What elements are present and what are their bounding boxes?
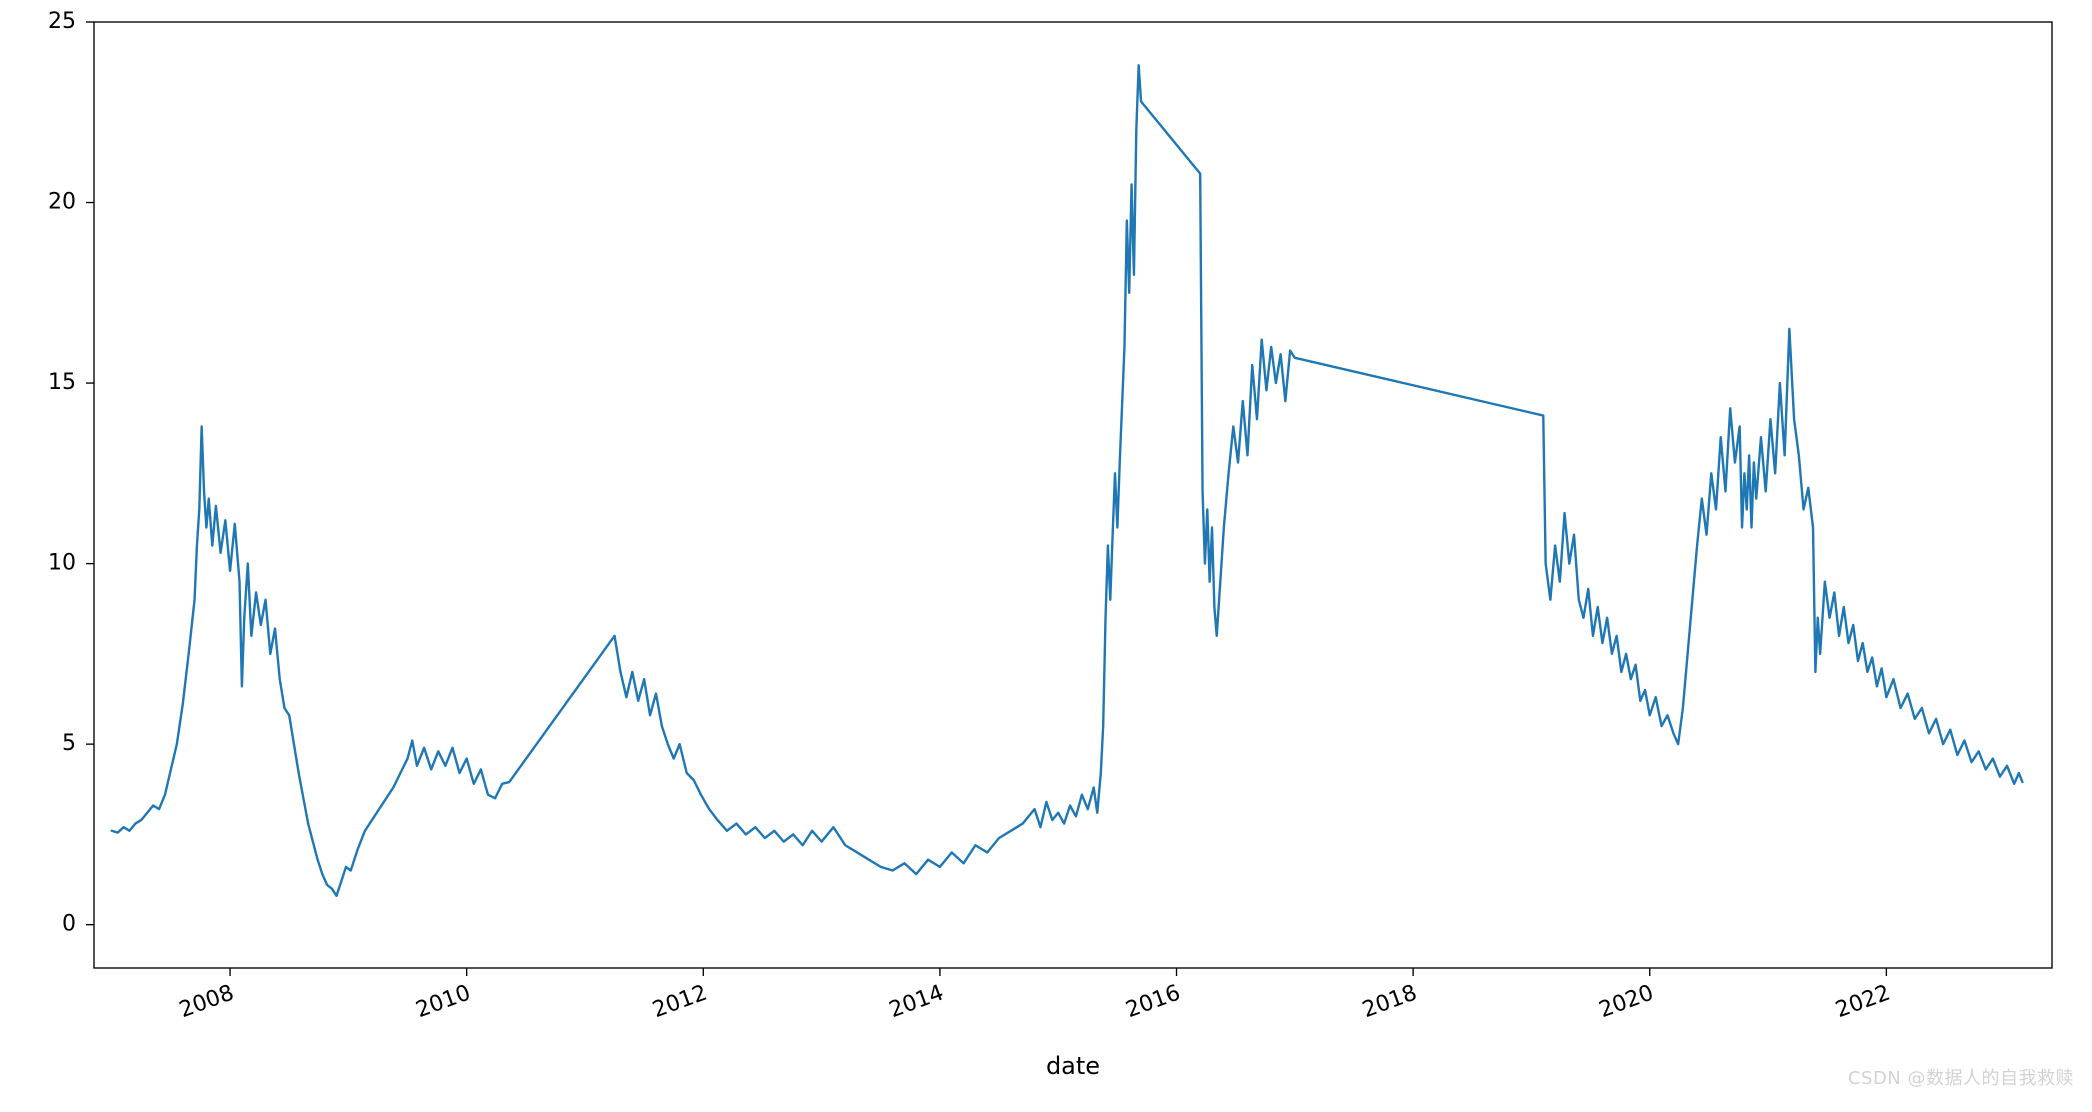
chart-container: 0510152025200820102012201420162018202020… [0,0,2092,1108]
y-tick-label: 25 [48,9,76,34]
y-tick-label: 20 [48,190,76,215]
watermark-text: CSDN @数据人的自我救赎 [1848,1064,2074,1090]
line-chart: 0510152025200820102012201420162018202020… [0,0,2092,1108]
y-tick-label: 15 [48,370,76,395]
y-tick-label: 0 [62,912,76,937]
y-tick-label: 10 [48,551,76,576]
x-axis-label: date [1046,1052,1100,1080]
y-tick-label: 5 [62,731,76,756]
